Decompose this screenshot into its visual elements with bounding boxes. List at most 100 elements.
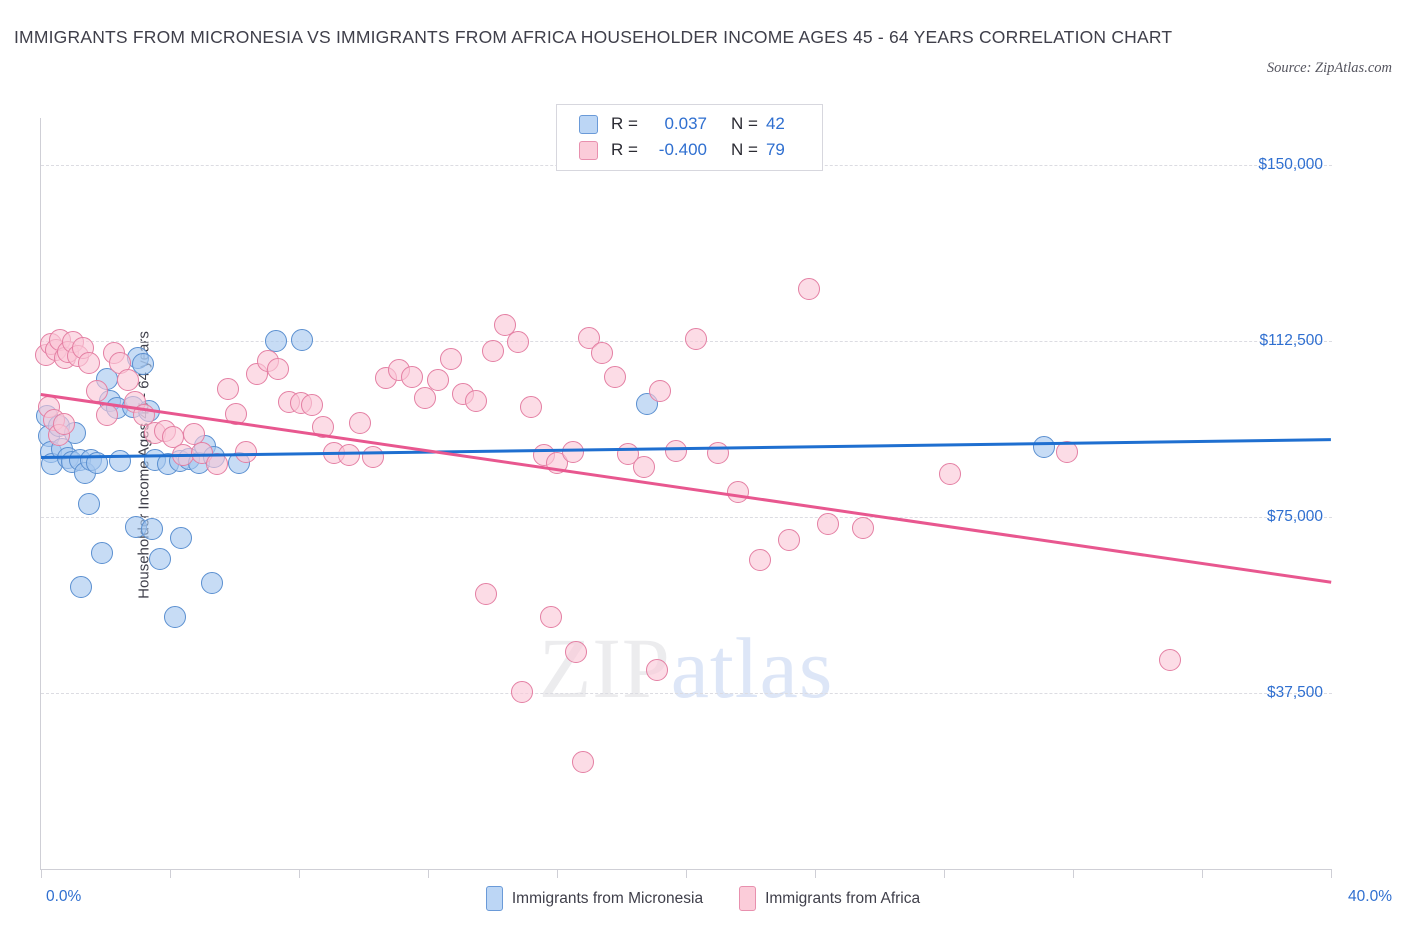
- scatter-point[interactable]: [707, 442, 730, 465]
- scatter-point[interactable]: [267, 358, 290, 381]
- x-axis-tick: [815, 869, 816, 878]
- r-label: R =: [611, 114, 638, 133]
- gridline: [41, 516, 1332, 518]
- scatter-point[interactable]: [91, 542, 114, 565]
- scatter-point[interactable]: [562, 440, 585, 463]
- scatter-point[interactable]: [1032, 436, 1055, 459]
- scatter-point[interactable]: [616, 443, 639, 466]
- scatter-point[interactable]: [131, 353, 154, 376]
- scatter-point[interactable]: [78, 493, 101, 516]
- scatter-point[interactable]: [1158, 648, 1181, 671]
- x-axis-tick: [41, 869, 42, 878]
- scatter-point[interactable]: [141, 518, 164, 541]
- scatter-point[interactable]: [217, 377, 240, 400]
- series-swatch-icon-africa: [579, 140, 598, 160]
- page-title: IMMIGRANTS FROM MICRONESIA VS IMMIGRANTS…: [14, 27, 1173, 47]
- x-axis-tick: [1331, 869, 1332, 878]
- n-label: N =: [731, 140, 758, 159]
- scatter-point[interactable]: [494, 314, 517, 337]
- scatter-point[interactable]: [604, 365, 627, 388]
- stats-row-micronesia: R = 0.037 N = 42: [557, 111, 822, 137]
- scatter-point[interactable]: [205, 452, 228, 475]
- scatter-point[interactable]: [816, 513, 839, 535]
- scatter-point[interactable]: [170, 526, 193, 549]
- scatter-point[interactable]: [413, 386, 436, 409]
- legend-swatch-icon-micronesia: [485, 886, 503, 911]
- scatter-point[interactable]: [665, 440, 688, 463]
- scatter-point[interactable]: [312, 415, 335, 438]
- scatter-point[interactable]: [265, 330, 288, 353]
- x-axis-max-label: 40.0%: [1348, 888, 1392, 905]
- x-axis-min-label: 0.0%: [46, 888, 82, 905]
- y-axis-tick-label: $112,500: [1259, 331, 1324, 349]
- scatter-point[interactable]: [349, 411, 372, 434]
- scatter-point[interactable]: [852, 517, 875, 540]
- scatter-point[interactable]: [510, 680, 533, 703]
- scatter-point[interactable]: [633, 456, 656, 479]
- scatter-point[interactable]: [70, 575, 93, 598]
- scatter-point[interactable]: [109, 450, 131, 473]
- trendline-pink: [40, 392, 1331, 584]
- scatter-point[interactable]: [52, 413, 75, 436]
- scatter-point[interactable]: [400, 366, 423, 389]
- y-axis-tick-label: $37,500: [1266, 683, 1323, 701]
- legend-item-africa[interactable]: Immigrants from Africa: [739, 886, 920, 911]
- x-axis-tick: [557, 869, 558, 878]
- scatter-point[interactable]: [117, 368, 140, 391]
- scatter-point[interactable]: [337, 443, 360, 466]
- scatter-point[interactable]: [507, 331, 530, 354]
- scatter-point[interactable]: [133, 404, 156, 427]
- x-axis-tick: [1073, 869, 1074, 878]
- n-value-africa: 79: [765, 140, 785, 159]
- zipatlas-watermark: ZIPatlas: [538, 620, 834, 716]
- scatter-point[interactable]: [78, 352, 101, 374]
- y-axis-tick-label: $75,000: [1266, 507, 1323, 525]
- x-axis-tick: [170, 869, 171, 878]
- x-axis-tick: [1202, 869, 1203, 878]
- scatter-point[interactable]: [684, 328, 707, 351]
- source-label: Source: ZipAtlas.com: [1266, 60, 1392, 76]
- r-value-africa: -0.400: [658, 140, 707, 159]
- scatter-point[interactable]: [200, 572, 223, 595]
- scatter-point[interactable]: [291, 328, 314, 351]
- scatter-point[interactable]: [481, 340, 504, 363]
- scatter-point[interactable]: [96, 403, 119, 426]
- legend-swatch-icon-africa: [739, 886, 757, 911]
- n-value-micronesia: 42: [765, 114, 785, 133]
- scatter-point[interactable]: [465, 389, 488, 412]
- scatter-point[interactable]: [649, 380, 672, 403]
- scatter-point[interactable]: [565, 640, 588, 663]
- scatter-point[interactable]: [778, 528, 801, 551]
- x-axis-tick: [299, 869, 300, 878]
- scatter-point[interactable]: [749, 549, 772, 572]
- scatter-point[interactable]: [86, 379, 109, 402]
- scatter-point[interactable]: [546, 452, 568, 475]
- scatter-point[interactable]: [939, 463, 962, 486]
- scatter-point[interactable]: [426, 369, 449, 392]
- scatter-point[interactable]: [520, 396, 543, 419]
- gridline: [41, 692, 1332, 694]
- scatter-point[interactable]: [1055, 440, 1078, 463]
- scatter-point[interactable]: [578, 326, 601, 349]
- scatter-point[interactable]: [591, 342, 614, 365]
- scatter-point[interactable]: [726, 480, 749, 503]
- scatter-point[interactable]: [797, 278, 820, 301]
- scatter-point[interactable]: [645, 658, 668, 681]
- scatter-point[interactable]: [234, 440, 257, 463]
- n-label: N =: [731, 114, 758, 133]
- scatter-point[interactable]: [362, 445, 385, 468]
- scatter-point[interactable]: [300, 394, 323, 417]
- scatter-point[interactable]: [539, 605, 562, 628]
- scatter-point[interactable]: [571, 751, 594, 774]
- series-legend: Immigrants from Micronesia Immigrants fr…: [0, 886, 1406, 911]
- scatter-point[interactable]: [225, 403, 248, 426]
- scatter-point[interactable]: [475, 583, 498, 606]
- scatter-point[interactable]: [149, 547, 172, 570]
- r-value-micronesia: 0.037: [664, 114, 707, 133]
- scatter-point[interactable]: [86, 451, 109, 474]
- scatter-point[interactable]: [439, 348, 462, 371]
- x-axis-tick: [944, 869, 945, 878]
- legend-item-micronesia[interactable]: Immigrants from Micronesia: [485, 886, 703, 911]
- scatter-point[interactable]: [163, 606, 186, 629]
- x-axis-tick: [428, 869, 429, 878]
